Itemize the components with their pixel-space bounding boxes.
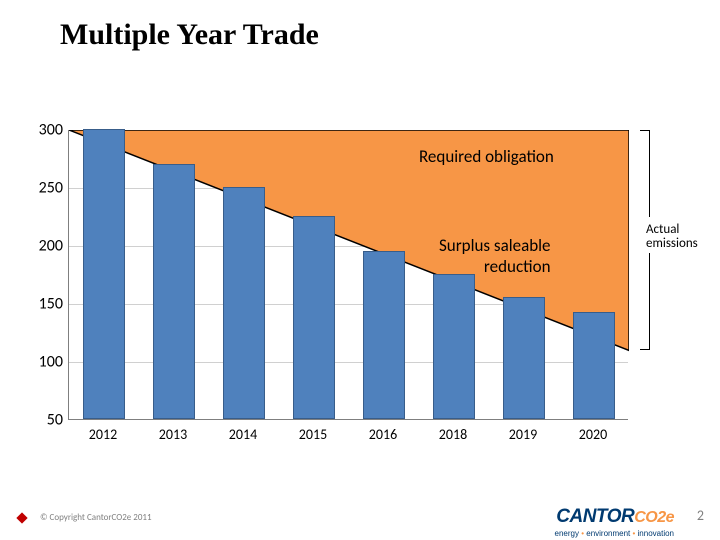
xtick-label: 2013 [159,426,187,443]
bar [573,312,615,419]
chart: Required obligation Surplus saleablereduc… [28,130,638,450]
surplus-l1: Surplus saleable [439,235,551,256]
page-title: Multiple Year Trade [60,18,319,52]
ytick-label: 300 [39,121,63,140]
xtick-label: 2012 [89,426,117,443]
surplus-label: Surplus saleablereduction [439,235,551,277]
bar [83,129,125,419]
brace-bot [640,253,650,351]
xtick-label: 2018 [439,426,467,443]
bar [503,297,545,419]
bar [153,164,195,419]
bar [223,187,265,419]
diamond-icon [16,512,27,523]
ytick-label: 200 [39,237,63,256]
actual-line2: emissions [646,236,698,251]
page-number: 2 [697,507,704,524]
brace-top [640,130,650,217]
ytick-label: 100 [39,353,63,372]
copyright-text: © Copyright CantorCO2e 2011 [40,512,152,523]
logo: CANTORCO2e [556,506,674,528]
xtick-label: 2019 [509,426,537,443]
slide: Multiple Year Trade Required obligation S… [0,0,720,540]
xtick-label: 2016 [369,426,397,443]
bar [433,274,475,419]
ytick-label: 150 [39,295,63,314]
xtick-label: 2020 [579,426,607,443]
logo-tagline: energy • environment • innovation [555,529,674,538]
actual-line1: Actual [646,222,679,237]
footer: © Copyright CantorCO2e 2011 CANTORCO2e e… [0,506,720,534]
bar [293,216,335,419]
ytick-label: 50 [47,411,63,430]
plot-area: Required obligation Surplus saleablereduc… [68,130,628,420]
ytick-label: 250 [39,179,63,198]
required-obligation-label: Required obligation [419,146,554,167]
bar [363,251,405,419]
logo-co2e: CO2e [634,509,674,526]
surplus-l2: reduction [439,256,551,277]
logo-main: CANTOR [556,506,634,527]
xtick-label: 2015 [299,426,327,443]
xtick-label: 2014 [229,426,257,443]
actual-emissions-label: Actual emissions [646,223,698,252]
